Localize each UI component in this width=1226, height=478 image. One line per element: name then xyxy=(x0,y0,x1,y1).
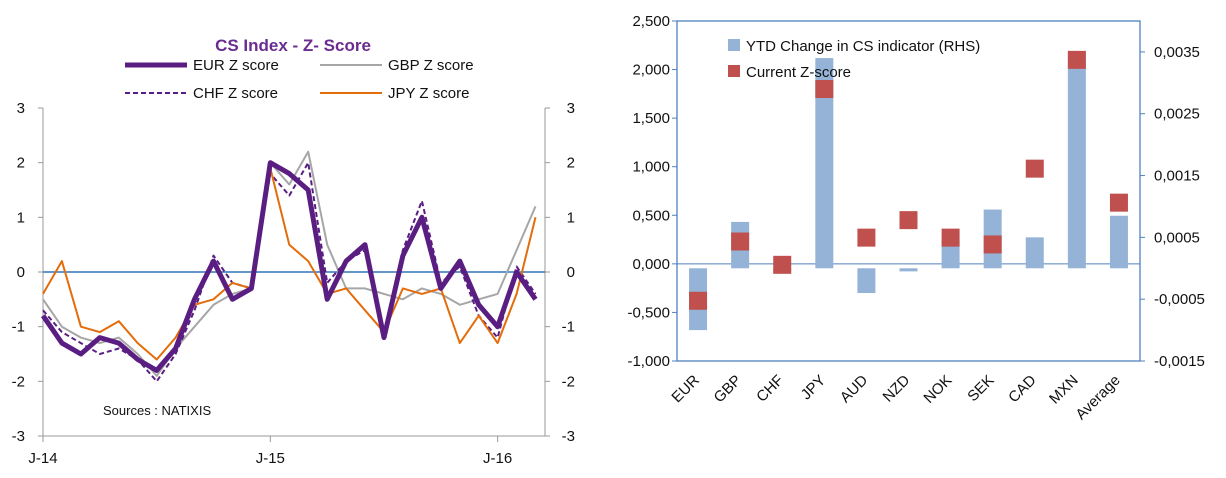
y-tick-label: -3 xyxy=(12,428,25,445)
marker-average xyxy=(1109,193,1128,212)
y-tick-label-left: 1,000 xyxy=(632,159,670,176)
x-category-label: SEK xyxy=(964,372,997,405)
marker-sek xyxy=(983,235,1002,254)
y-tick-label-right: -0,0015 xyxy=(1154,353,1205,370)
x-category-label: CAD xyxy=(1005,372,1040,407)
y-tick-label-left: 1,500 xyxy=(632,110,670,127)
x-category-label: AUD xyxy=(837,372,872,407)
x-category-label: JPY xyxy=(798,372,829,403)
legend-swatch-bar xyxy=(728,39,740,51)
y-tick-label: 0 xyxy=(17,264,25,281)
y-tick-label: 1 xyxy=(17,209,25,226)
bar-nok xyxy=(941,240,960,269)
ytd-bar-chart: -1,000 -0,500 0,000 0,500 1,000 1,500 2,000 2,5… xyxy=(627,13,1205,423)
bar-nzd xyxy=(899,268,918,272)
y-tick-label: -2 xyxy=(12,373,25,390)
legend-label-marker: Current Z-score xyxy=(746,64,851,81)
marker-gbp xyxy=(731,232,750,251)
y-tick-label-right: 0,0005 xyxy=(1154,229,1200,246)
y-tick-label-right: 1 xyxy=(567,209,575,226)
bar-aud xyxy=(857,268,876,293)
series-line-gbp xyxy=(42,150,537,377)
bar-cad xyxy=(1025,237,1044,269)
legend-swatch-marker xyxy=(728,65,740,77)
marker-jpy xyxy=(815,80,834,98)
plot-frame xyxy=(676,20,1141,362)
marker-mxn xyxy=(1067,50,1086,69)
y-tick-label-right: 0 xyxy=(567,264,575,281)
y-tick-label-left: 2,000 xyxy=(632,62,670,79)
legend-label: GBP Z score xyxy=(388,57,474,74)
y-tick-label-left: 0,500 xyxy=(632,207,670,224)
marker-nzd xyxy=(899,211,918,230)
bar-average xyxy=(1109,215,1128,269)
x-tick-label: J-15 xyxy=(256,450,285,467)
y-tick-label-left: -0,500 xyxy=(627,304,670,321)
bar-mxn xyxy=(1067,51,1086,269)
series-line-jpy xyxy=(42,167,537,361)
source-note: Sources : NATIXIS xyxy=(103,403,211,418)
x-category-label: Average xyxy=(1072,372,1123,423)
legend-label: CHF Z score xyxy=(193,85,278,102)
marker-nok xyxy=(941,228,960,247)
x-tick-label: J-14 xyxy=(28,450,57,467)
x-category-label: MXN xyxy=(1046,372,1082,408)
x-category-label: EUR xyxy=(668,372,703,407)
y-tick-label-right: 0,0015 xyxy=(1154,168,1200,185)
y-tick-label: 2 xyxy=(17,155,25,172)
x-category-label: CHF xyxy=(753,372,787,406)
x-category-label: NZD xyxy=(880,372,914,406)
y-tick-label: 3 xyxy=(17,100,25,117)
y-tick-label-left: 0,000 xyxy=(632,256,670,273)
marker-chf xyxy=(773,255,792,274)
y-tick-label-right: -0,0005 xyxy=(1154,291,1205,308)
x-category-label: GBP xyxy=(711,372,745,406)
chart-title: CS Index - Z- Score xyxy=(215,36,371,55)
legend-label-bar: YTD Change in CS indicator (RHS) xyxy=(746,38,980,55)
y-tick-label-left: -1,000 xyxy=(627,353,670,370)
y-tick-label-right: 3 xyxy=(567,100,575,117)
bar-jpy xyxy=(815,58,834,269)
y-tick-label: -1 xyxy=(12,319,25,336)
legend-label: EUR Z score xyxy=(193,57,279,74)
y-tick-label-right: 0,0035 xyxy=(1154,44,1200,61)
x-category-label: NOK xyxy=(920,372,955,407)
zscore-line-chart: -3 -2 -1 0 1 2 3 -3 -2 -1 0 1 2 3 J-14 J-15 J-16 CS Index… xyxy=(12,36,575,467)
marker-cad xyxy=(1025,159,1044,178)
y-tick-label-left: 2,500 xyxy=(632,13,670,30)
marker-aud xyxy=(857,228,876,247)
series-line-eur xyxy=(40,160,538,373)
y-tick-label-right: 0,0025 xyxy=(1154,106,1200,123)
x-tick-label: J-16 xyxy=(483,450,512,467)
y-tick-label-right: -2 xyxy=(562,373,575,390)
y-tick-label-right: 2 xyxy=(567,155,575,172)
y-tick-label-right: -3 xyxy=(562,428,575,445)
marker-eur xyxy=(689,291,708,310)
legend-label: JPY Z score xyxy=(388,85,469,102)
y-tick-label-right: -1 xyxy=(562,319,575,336)
